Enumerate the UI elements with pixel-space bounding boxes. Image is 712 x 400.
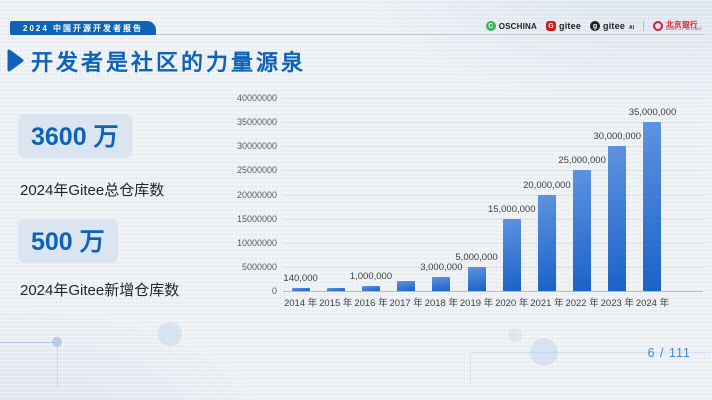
x-tick-label: 2022 年 xyxy=(565,298,599,309)
bar-2014 xyxy=(291,288,310,291)
bar-value-label: 25,000,000 xyxy=(558,155,606,167)
stat-new-repos-caption: 2024年Gitee新增仓库数 xyxy=(20,282,180,299)
bar-2023 xyxy=(608,146,627,291)
bar-value-label: 3,000,000 xyxy=(420,261,463,273)
bar-2018 xyxy=(432,276,451,291)
x-tick-label: 2024 年 xyxy=(635,298,670,309)
decorative-line xyxy=(0,342,55,343)
gridline xyxy=(283,170,703,172)
gridline xyxy=(283,122,703,124)
x-tick-label: 2017 年 xyxy=(389,298,423,309)
bar-2022 xyxy=(573,170,592,291)
gitee-label: gitee xyxy=(559,21,582,31)
oschina-icon: C xyxy=(485,21,496,31)
bar-slot-2015: 2015 年 xyxy=(318,98,353,309)
bar-2020 xyxy=(502,218,521,291)
gitee-ai-logo: g gitee AI xyxy=(590,21,634,31)
gridline xyxy=(283,98,703,99)
bars-area: 140,000 2014 年 2015 年 1,000,000 2016 年 2017 年… xyxy=(283,98,677,310)
gitee-logo: G gitee xyxy=(546,21,581,31)
bar-value-label: 15,000,000 xyxy=(487,203,536,215)
page-title: 开发者是社区的力量源泉 xyxy=(31,50,307,75)
bar-slot-2018: 3,000,000 2018 年 xyxy=(420,98,462,309)
chart-plot-area: 0 5000000 10000000 15000000 20000000 25000000… xyxy=(237,93,703,310)
header-divider xyxy=(10,34,704,35)
bar-slot-2017: 2017 年 xyxy=(389,98,424,309)
gridline xyxy=(283,266,703,268)
x-axis-line xyxy=(283,291,703,292)
gitee-icon: G xyxy=(546,21,557,31)
x-tick-label: 2023 年 xyxy=(600,298,634,309)
bar-slot-2023: 30,000,000 2023 年 xyxy=(594,98,642,309)
x-tick-label: 2018 年 xyxy=(424,298,458,309)
stat-total-repos: 3600 万 xyxy=(18,114,132,158)
bar-value-label: 140,000 xyxy=(283,273,318,284)
y-tick-label: 20000000 xyxy=(236,189,277,200)
bank-of-beijing-sublabel: BANK OF BEIJING xyxy=(666,27,702,31)
bar-2017 xyxy=(397,281,416,291)
y-tick-label: 10000000 xyxy=(236,237,277,248)
partner-logos: C OSCHINA G gitee g gitee AI 北京银行 BANK O… xyxy=(485,19,702,33)
bar-2021 xyxy=(537,194,556,291)
oschina-label: OSCHINA xyxy=(498,21,538,31)
bar-value-label: 30,000,000 xyxy=(593,131,642,143)
bar-slot-2024: 35,000,000 2024 年 xyxy=(629,98,677,309)
logo-divider xyxy=(643,21,645,31)
x-tick-label: 2021 年 xyxy=(530,298,564,309)
bar-value-label: 5,000,000 xyxy=(455,251,498,263)
gridline xyxy=(283,218,703,220)
x-tick-label: 2014 年 xyxy=(283,298,318,309)
y-tick-label: 30000000 xyxy=(236,141,277,152)
bank-of-beijing-label: 北京银行 xyxy=(666,19,699,29)
gridline xyxy=(283,146,703,148)
gridline xyxy=(283,242,703,244)
decorative-dot xyxy=(52,337,62,347)
decorative-circle xyxy=(530,338,558,366)
x-tick-label: 2016 年 xyxy=(354,298,388,309)
bar-slot-2022: 25,000,000 2022 年 xyxy=(558,98,606,309)
report-badge: 2024 中国开源开发者报告 xyxy=(10,21,157,35)
bar-2019 xyxy=(467,266,486,291)
gitee-ai-icon: g xyxy=(590,21,601,31)
y-tick-label: 0 xyxy=(271,286,277,296)
bar-2016 xyxy=(361,286,380,291)
x-tick-label: 2020 年 xyxy=(495,298,529,309)
y-tick-label: 15000000 xyxy=(236,213,277,224)
x-tick-label: 2019 年 xyxy=(459,298,494,309)
decorative-circle xyxy=(508,328,522,342)
bank-of-beijing-icon xyxy=(653,21,664,31)
y-tick-label: 25000000 xyxy=(236,165,277,176)
bar-slot-2019: 5,000,000 2019 年 xyxy=(455,98,497,309)
x-tick-label: 2015 年 xyxy=(319,298,353,309)
bar-value-label: 35,000,000 xyxy=(628,107,677,119)
bar-2024 xyxy=(643,122,662,291)
y-tick-label: 5000000 xyxy=(241,261,277,272)
bar-slot-2016: 1,000,000 2016 年 xyxy=(350,98,392,309)
bar-value-label: 1,000,000 xyxy=(349,271,393,283)
bar-value-label: 20,000,000 xyxy=(523,179,571,191)
title-arrow-icon xyxy=(7,49,24,72)
decorative-line xyxy=(57,344,58,386)
gridline xyxy=(283,194,703,196)
y-tick-label: 35000000 xyxy=(236,117,277,128)
gitee-ai-label: gitee xyxy=(603,21,626,31)
stat-new-repos: 500 万 xyxy=(18,219,118,263)
oschina-logo: C OSCHINA xyxy=(485,21,538,31)
page-number: 6 / 111 xyxy=(647,346,691,360)
bank-of-beijing-logo: 北京银行 BANK OF BEIJING xyxy=(653,19,702,32)
bar-2015 xyxy=(326,288,345,291)
stat-total-repos-caption: 2024年Gitee总仓库数 xyxy=(20,182,165,199)
bar-slot-2014: 140,000 2014 年 xyxy=(283,98,318,309)
bar-chart: 0 5000000 10000000 15000000 20000000 25000000… xyxy=(228,92,710,317)
gitee-ai-suffix: AI xyxy=(629,25,635,31)
bar-slot-2020: 15,000,000 2020 年 xyxy=(488,98,536,309)
y-tick-label: 40000000 xyxy=(236,93,277,103)
bar-slot-2021: 20,000,000 2021 年 xyxy=(523,98,571,310)
decorative-circle xyxy=(158,322,182,346)
